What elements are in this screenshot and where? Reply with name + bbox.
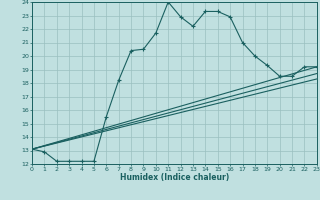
X-axis label: Humidex (Indice chaleur): Humidex (Indice chaleur) <box>120 173 229 182</box>
